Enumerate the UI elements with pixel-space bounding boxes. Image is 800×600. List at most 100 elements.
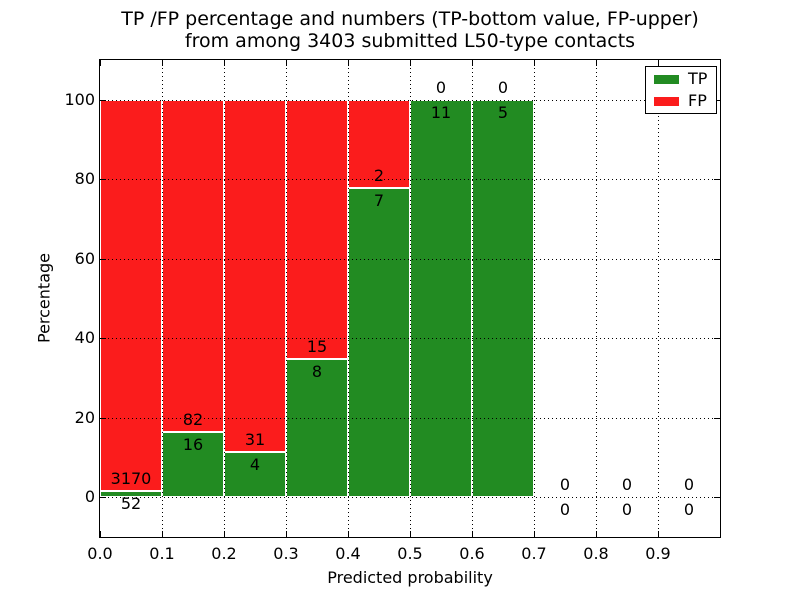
bar-segment-fp-1	[162, 100, 224, 433]
legend-entry-tp: TP	[646, 68, 716, 90]
tick-y-right-0	[714, 497, 720, 498]
annotation-fp-2: 31	[244, 429, 266, 449]
annotation-fp-1: 82	[182, 410, 204, 430]
tick-y-left-80	[100, 179, 106, 181]
annotation-tp-6: 5	[497, 103, 509, 122]
legend-entry-fp: FP	[646, 90, 716, 112]
annotation-tp-8: 0	[621, 500, 633, 519]
tick-y-right-100	[714, 100, 720, 101]
annotation-tp-1: 16	[182, 435, 204, 455]
x-tick-label-0.7: 0.7	[521, 544, 547, 563]
tick-x-top-0.1	[162, 60, 163, 66]
chart-title: TP /FP percentage and numbers (TP-bottom…	[100, 8, 720, 52]
tick-x-bottom-0.2	[224, 531, 225, 537]
x-tick-label-0.2: 0.2	[211, 544, 237, 563]
gridline-v-0.6	[472, 60, 473, 537]
tick-x-top-0.7	[534, 60, 535, 66]
tick-x-bottom-0.1	[162, 531, 163, 537]
x-tick-label-0.6: 0.6	[459, 544, 485, 563]
gridline-v-0.2	[224, 60, 225, 537]
x-tick-label-0.4: 0.4	[335, 544, 361, 563]
gridline-v-0.1	[162, 60, 163, 537]
bar-segment-fp-4	[348, 100, 410, 189]
legend-swatch-tp	[654, 74, 679, 84]
tick-y-right-20	[714, 417, 720, 419]
annotation-fp-4: 2	[373, 166, 385, 186]
gridline-v-0.7	[534, 60, 535, 537]
bar-segment-tp-1	[162, 432, 224, 497]
tick-x-top-0.8	[596, 60, 597, 66]
tick-x-bottom-0.7	[534, 531, 535, 537]
annotation-fp-7: 0	[559, 475, 571, 494]
legend-swatch-fp	[654, 96, 679, 106]
tick-x-top-0.5	[410, 60, 411, 66]
bar-segment-tp-4	[348, 188, 410, 497]
tick-x-top-0.2	[224, 60, 225, 66]
tick-y-right-60	[714, 258, 720, 260]
annotation-fp-5: 0	[435, 78, 447, 97]
legend-label-tp: TP	[688, 69, 708, 88]
tick-y-right-40	[714, 338, 720, 340]
annotation-tp-4: 7	[373, 191, 385, 211]
y-tick-label-60: 60	[74, 248, 95, 268]
y-tick-label-80: 80	[74, 169, 95, 189]
annotation-tp-3: 8	[311, 361, 323, 381]
tick-x-bottom-0.0	[100, 531, 101, 537]
y-tick-label-100: 100	[64, 90, 95, 109]
bar-segment-tp-0	[100, 490, 162, 497]
chart-title-line1: TP /FP percentage and numbers (TP-bottom…	[121, 8, 699, 30]
y-tick-label-20: 20	[74, 407, 95, 427]
tick-x-bottom-0.6	[472, 531, 473, 537]
x-tick-label-0.1: 0.1	[149, 544, 175, 563]
tick-x-top-0.4	[348, 60, 349, 66]
bar-segment-tp-3	[286, 358, 348, 497]
gridline-v-0.8	[596, 60, 597, 537]
annotation-fp-3: 15	[306, 336, 328, 356]
y-tick-label-40: 40	[74, 328, 95, 348]
tick-x-bottom-0.4	[348, 531, 349, 537]
gridline-v-0.3	[286, 60, 287, 537]
x-tick-label-0.3: 0.3	[273, 544, 299, 563]
annotation-tp-9: 0	[683, 500, 695, 519]
tick-y-right-80	[714, 179, 720, 181]
tick-y-left-40	[100, 338, 106, 340]
bar-segment-tp-5	[410, 100, 472, 497]
gridline-v-0.9	[658, 60, 659, 537]
annotation-fp-9: 0	[683, 475, 695, 494]
x-axis-label: Predicted probability	[327, 568, 493, 587]
tick-x-bottom-0.9	[658, 531, 659, 537]
legend: TP FP	[645, 66, 717, 114]
tick-x-top-0.9	[658, 60, 659, 66]
gridline-v-0.5	[410, 60, 411, 537]
x-tick-label-0.8: 0.8	[583, 544, 609, 563]
chart-title-line2: from among 3403 submitted L50-type conta…	[184, 30, 636, 52]
annotation-tp-0: 52	[120, 493, 142, 513]
tick-y-left-20	[100, 417, 106, 419]
x-tick-label-0.9: 0.9	[645, 544, 671, 563]
plot-area: 3170 52 82 16 31 4 15 8 2 7 0 11 0 5 0 0 0 0 0 0	[99, 59, 721, 538]
tick-x-bottom-0.8	[596, 531, 597, 537]
tick-y-left-100	[100, 100, 106, 101]
bar-segment-fp-0	[100, 100, 162, 491]
gridline-v-0.4	[348, 60, 349, 537]
bar-segment-fp-2	[224, 100, 286, 452]
annotation-tp-5: 11	[430, 103, 452, 122]
annotation-tp-2: 4	[249, 454, 261, 474]
annotation-fp-6: 0	[497, 78, 509, 97]
x-tick-label-0.0: 0.0	[87, 544, 113, 563]
annotation-fp-0: 3170	[110, 468, 152, 488]
x-tick-label-0.5: 0.5	[397, 544, 423, 563]
tick-x-top-0.0	[100, 60, 101, 66]
bar-segment-tp-6	[472, 100, 534, 497]
bar-segment-fp-3	[286, 100, 348, 359]
tick-x-bottom-0.5	[410, 531, 411, 537]
tick-x-top-0.6	[472, 60, 473, 66]
y-tick-label-0: 0	[84, 487, 95, 506]
annotation-tp-7: 0	[559, 500, 571, 519]
tick-y-left-60	[100, 258, 106, 260]
annotation-fp-8: 0	[621, 475, 633, 494]
legend-label-fp: FP	[688, 91, 707, 110]
tick-y-left-0	[100, 497, 106, 498]
tick-x-top-0.3	[286, 60, 287, 66]
